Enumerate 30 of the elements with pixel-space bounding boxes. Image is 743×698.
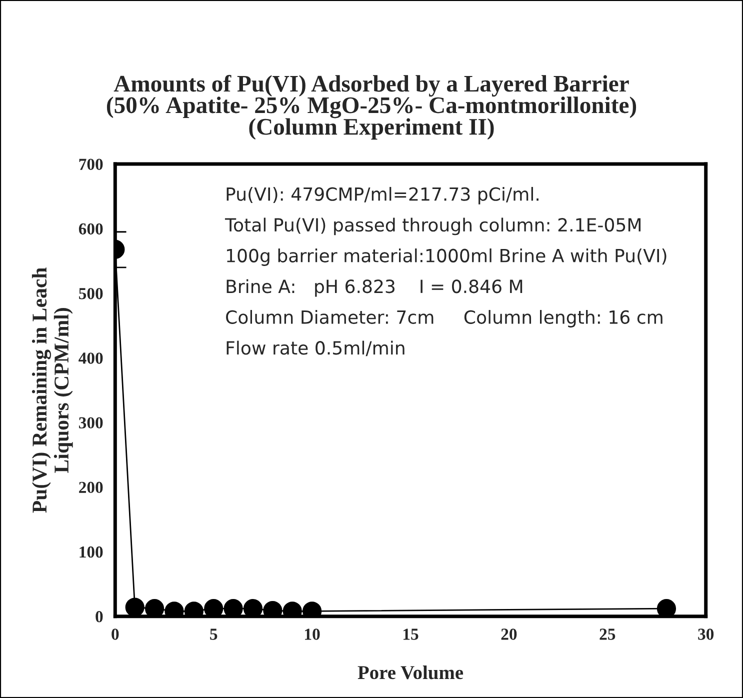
point (656, 599, 676, 616)
point (125, 598, 144, 616)
annotation: Column Diameter: 7cm Column length: 16 cm (226, 310, 662, 328)
annotation: 100g barrier material:1000ml Brine A with Pu(VI) (227, 248, 666, 266)
annotation: Pu(VI): 479CMP/ml=217.73 pCi/ml. (226, 186, 538, 204)
x-tick-label: 25 (600, 628, 616, 640)
y-tick-label: 600 (78, 223, 103, 235)
x-tick-label: 10 (305, 628, 320, 640)
point (243, 599, 263, 616)
annotation: Brine A: pH 6.823 I = 0.846 M (226, 279, 522, 297)
x-tick-label: 15 (404, 628, 418, 640)
x-axis-title: Pore Volume (358, 665, 464, 680)
chart-title: Amounts of Pu(VI) Adsorbed by a Layered Barrier (50% Apatite- 25% MgO-25%- Ca-montmorillonite) (Column Experiment II) (106, 74, 636, 140)
point (224, 599, 243, 616)
x-tick-label: 5 (210, 628, 218, 640)
y-tick-label: 300 (78, 417, 103, 428)
y-tick-label: 400 (78, 352, 103, 364)
point (144, 599, 164, 616)
y-axis-title: Pu(VI) Remaining in Leach Liquors (CPM/ml) (32, 268, 73, 513)
x-tick-label: 0 (112, 628, 119, 640)
y-tick-label: 500 (79, 288, 103, 300)
y-tick-label: 100 (80, 546, 103, 558)
y-tick-label: 200 (79, 482, 103, 494)
y-tick-label: 0 (96, 611, 103, 622)
annotation: Total Pu(VI) passed through column: 2.1E-05M (224, 218, 640, 236)
point (204, 599, 224, 616)
annotation: Flow rate 0.5ml/min (226, 340, 404, 356)
x-tick-label: 20 (501, 628, 517, 640)
x-tick-label: 30 (698, 628, 714, 640)
y-tick-label: 700 (79, 158, 103, 170)
